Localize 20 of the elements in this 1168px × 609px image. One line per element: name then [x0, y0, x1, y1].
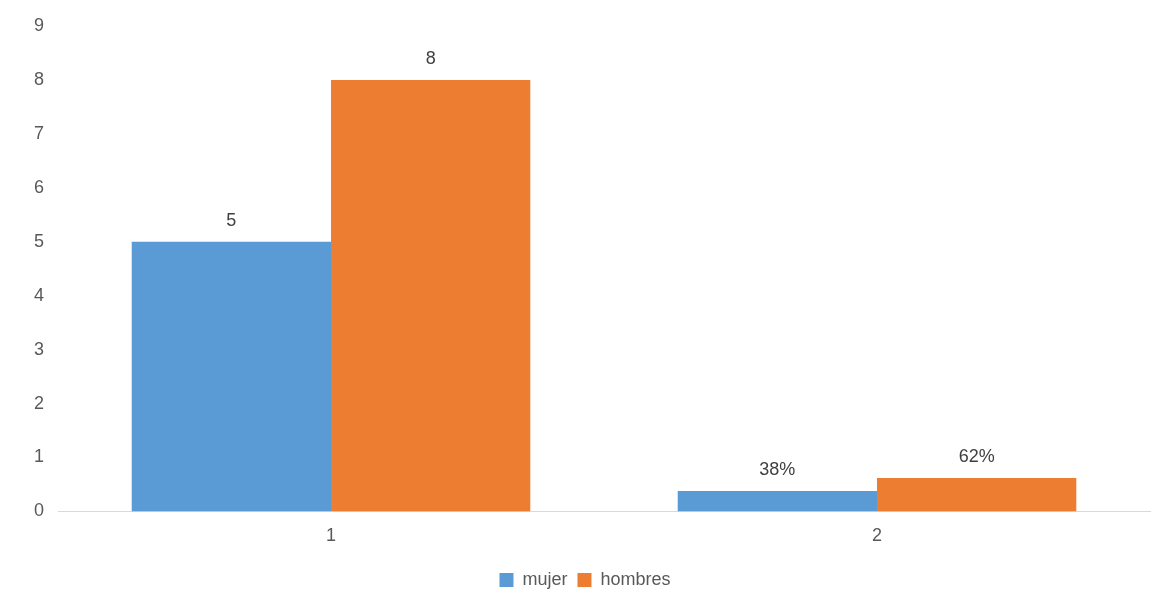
- y-tick-label: 7: [34, 122, 45, 143]
- legend-label: hombres: [600, 568, 671, 589]
- bar: [131, 241, 332, 512]
- y-tick-label: 9: [34, 14, 45, 35]
- data-label: 8: [425, 47, 436, 68]
- data-label: 62%: [958, 445, 995, 466]
- data-label: 38%: [759, 458, 796, 479]
- y-tick-label: 5: [34, 230, 45, 251]
- y-tick-label: 6: [34, 176, 45, 197]
- bar: [677, 490, 877, 512]
- y-tick-label: 1: [34, 446, 45, 467]
- y-tick-label: 0: [34, 500, 45, 521]
- y-tick-label: 4: [34, 284, 45, 305]
- bar: [331, 79, 531, 512]
- data-label: 5: [226, 209, 237, 230]
- y-tick-label: 2: [34, 392, 45, 413]
- legend-label: mujer: [522, 568, 568, 589]
- bar: [877, 477, 1077, 512]
- y-tick-label: 3: [34, 338, 45, 359]
- y-tick-label: 8: [34, 68, 45, 89]
